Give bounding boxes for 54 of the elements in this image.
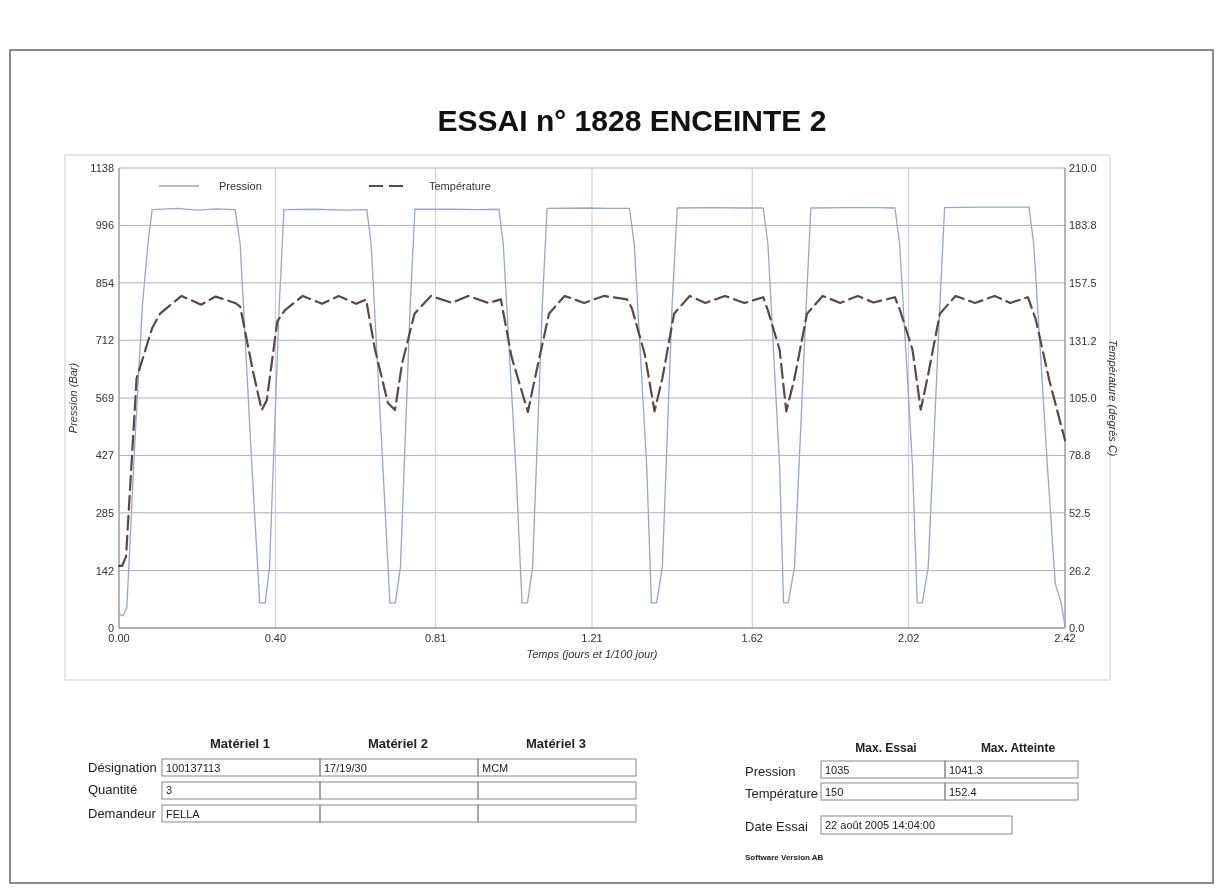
- text: Date Essai: [745, 819, 808, 834]
- text: Température: [745, 786, 818, 801]
- y-tick-label: 142: [95, 564, 114, 577]
- y2-tick-label: 183.8: [1069, 219, 1097, 232]
- text: Matériel 1: [210, 736, 270, 751]
- y-tick-label: 285: [95, 506, 114, 519]
- x-tick-label: 2.02: [897, 632, 920, 644]
- text: 3: [166, 784, 173, 796]
- x-tick-label: 2.42: [1054, 632, 1076, 644]
- text: MCM: [482, 762, 509, 774]
- y-tick-label: 1138: [90, 162, 114, 174]
- x-tick-label: 0.40: [264, 632, 287, 644]
- y2-tick-label: 26.2: [1069, 564, 1091, 577]
- y-tick-label: 0: [107, 622, 114, 634]
- legend-label: Température: [429, 180, 491, 192]
- text: 100137113: [166, 762, 221, 774]
- y-tick-label: 996: [95, 219, 114, 232]
- x-tick-label: 0.81: [424, 632, 447, 644]
- y2-tick-label: 210.0: [1069, 162, 1097, 174]
- text: 22 août 2005 14:04:00: [825, 819, 936, 831]
- text: 1035: [825, 764, 850, 776]
- text: Matériel 2: [368, 736, 428, 751]
- y2-tick-label: 105.0: [1069, 392, 1097, 404]
- y2-tick-label: 157.5: [1069, 277, 1097, 289]
- y2-tick-label: 0.0: [1069, 622, 1085, 634]
- text: 152.4: [949, 786, 977, 798]
- text: Max. Atteinte: [980, 741, 1056, 755]
- text: 1041.3: [949, 764, 983, 776]
- text: FELLA: [166, 808, 201, 820]
- text: Matériel 3: [526, 736, 586, 751]
- text: Max. Essai: [855, 741, 917, 755]
- y2-tick-label: 52.5: [1069, 507, 1091, 519]
- x-tick-label: 0.00: [108, 632, 130, 644]
- y-tick-label: 854: [95, 276, 114, 289]
- text: 150: [825, 786, 844, 798]
- y2-axis-title: Température (degrés C): [1107, 339, 1119, 457]
- y-tick-label: 569: [95, 392, 114, 404]
- legend-label: Pression: [219, 180, 262, 192]
- text: Pression: [745, 764, 796, 779]
- text: Quantité: [88, 782, 138, 797]
- line-series: [117, 294, 1067, 567]
- text: Software Version AB: [745, 853, 824, 862]
- x-tick-label: 1.21: [581, 632, 603, 644]
- text: 17/19/30: [324, 762, 367, 774]
- x-axis-title: Temps (jours et 1/100 jour): [526, 648, 658, 660]
- text: Désignation: [88, 760, 157, 775]
- y2-tick-label: 131.2: [1069, 334, 1097, 347]
- x-tick-label: 1.62: [741, 632, 763, 644]
- y2-tick-label: 78.8: [1069, 449, 1091, 462]
- y-tick-label: 427: [95, 449, 114, 462]
- y-tick-label: 712: [95, 334, 114, 347]
- y-axis-title: Pression (Bar): [67, 362, 79, 434]
- chart-title: ESSAI n° 1828 ENCEINTE 2: [437, 104, 827, 137]
- text: Demandeur: [88, 806, 157, 821]
